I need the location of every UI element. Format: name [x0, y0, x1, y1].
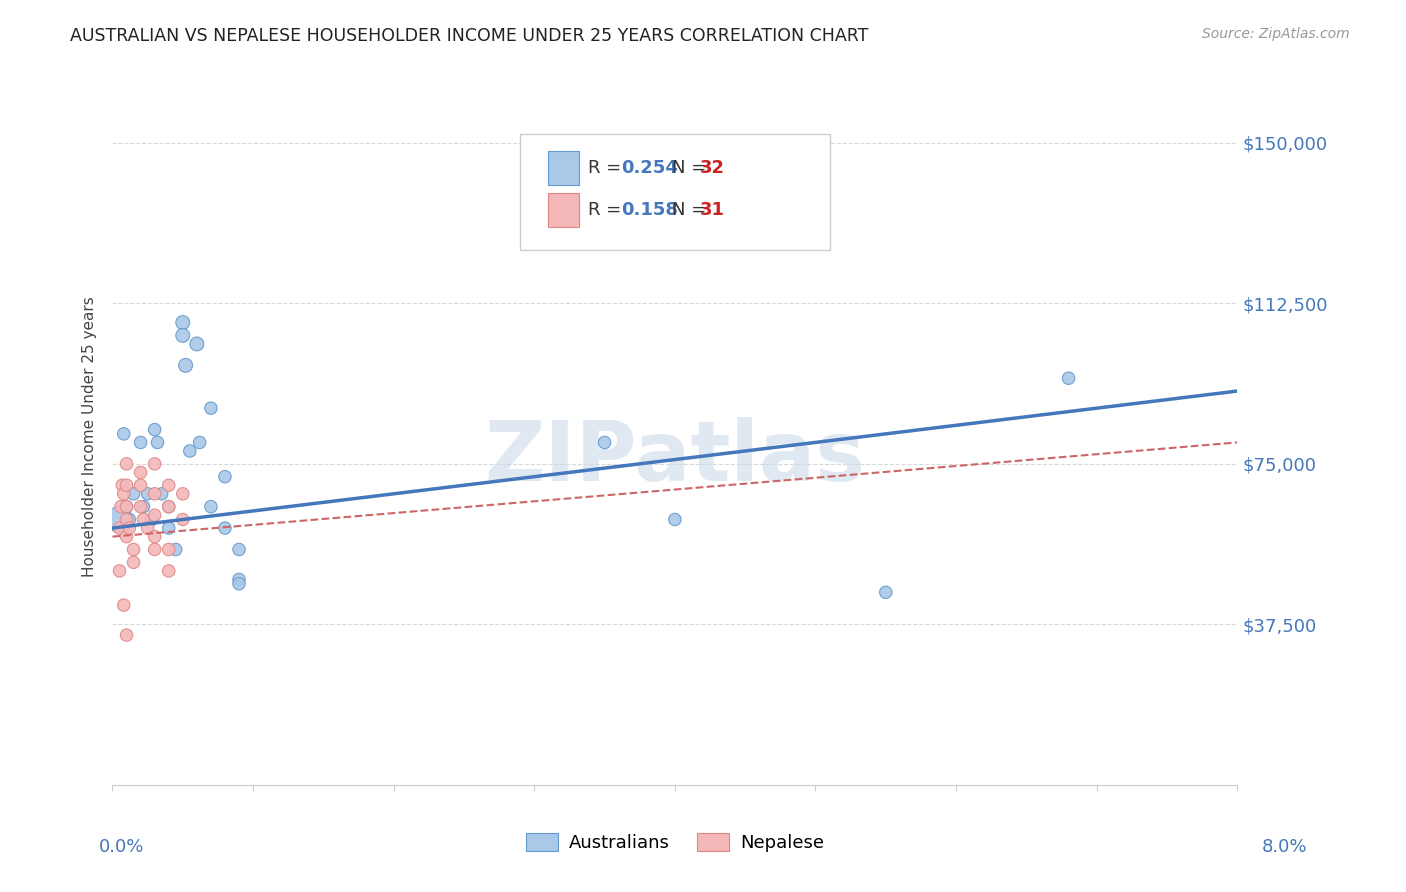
Point	[157, 542, 180, 557]
Text: R =: R =	[588, 159, 627, 177]
Point	[157, 500, 180, 514]
Point	[875, 585, 897, 599]
Point	[129, 466, 152, 480]
Point	[143, 542, 166, 557]
Point	[108, 521, 131, 535]
Point	[228, 573, 250, 587]
Point	[122, 542, 145, 557]
Text: 31: 31	[700, 201, 725, 219]
Point	[136, 521, 159, 535]
Point	[118, 512, 141, 526]
Text: AUSTRALIAN VS NEPALESE HOUSEHOLDER INCOME UNDER 25 YEARS CORRELATION CHART: AUSTRALIAN VS NEPALESE HOUSEHOLDER INCOM…	[70, 27, 869, 45]
Point	[143, 487, 166, 501]
Point	[115, 500, 138, 514]
Text: R =: R =	[588, 201, 627, 219]
Point	[228, 542, 250, 557]
Text: Source: ZipAtlas.com: Source: ZipAtlas.com	[1202, 27, 1350, 41]
Point	[157, 564, 180, 578]
Point	[172, 316, 194, 330]
Point	[200, 500, 222, 514]
Point	[593, 435, 616, 450]
Point	[165, 542, 187, 557]
Text: ZIPatlas: ZIPatlas	[485, 417, 865, 499]
Text: 8.0%: 8.0%	[1263, 838, 1308, 856]
Point	[112, 487, 135, 501]
Text: 0.254: 0.254	[621, 159, 678, 177]
Point	[110, 500, 132, 514]
Point	[157, 500, 180, 514]
Point	[143, 508, 166, 523]
Point	[129, 478, 152, 492]
Point	[111, 478, 134, 492]
Point	[122, 487, 145, 501]
Point	[115, 500, 138, 514]
Point	[157, 521, 180, 535]
Point	[129, 435, 152, 450]
Point	[115, 457, 138, 471]
Point	[186, 337, 208, 351]
Point	[172, 328, 194, 343]
Point	[143, 457, 166, 471]
Point	[1057, 371, 1080, 385]
Text: N =: N =	[672, 201, 711, 219]
Point	[157, 478, 180, 492]
Text: 0.158: 0.158	[621, 201, 679, 219]
Text: 0.0%: 0.0%	[98, 838, 143, 856]
Point	[172, 512, 194, 526]
Point	[143, 530, 166, 544]
Point	[115, 530, 138, 544]
Point	[115, 478, 138, 492]
Point	[188, 435, 211, 450]
Point	[129, 500, 152, 514]
Point	[115, 628, 138, 642]
Point	[172, 487, 194, 501]
Point	[146, 435, 169, 450]
Point	[200, 401, 222, 416]
Point	[118, 521, 141, 535]
Legend: Australians, Nepalese: Australians, Nepalese	[519, 826, 831, 859]
Point	[228, 576, 250, 591]
Point	[214, 521, 236, 535]
Point	[122, 555, 145, 569]
Point	[132, 500, 155, 514]
Point	[108, 512, 131, 526]
Point	[112, 426, 135, 441]
Point	[141, 512, 163, 526]
Text: N =: N =	[672, 159, 711, 177]
Point	[179, 444, 201, 458]
Point	[174, 359, 197, 373]
Point	[108, 564, 131, 578]
Point	[664, 512, 686, 526]
Point	[143, 423, 166, 437]
Text: 32: 32	[700, 159, 725, 177]
Point	[132, 512, 155, 526]
Point	[115, 512, 138, 526]
Y-axis label: Householder Income Under 25 years: Householder Income Under 25 years	[82, 297, 97, 577]
Point	[112, 598, 135, 612]
Point	[150, 487, 173, 501]
Point	[136, 487, 159, 501]
Point	[214, 469, 236, 483]
